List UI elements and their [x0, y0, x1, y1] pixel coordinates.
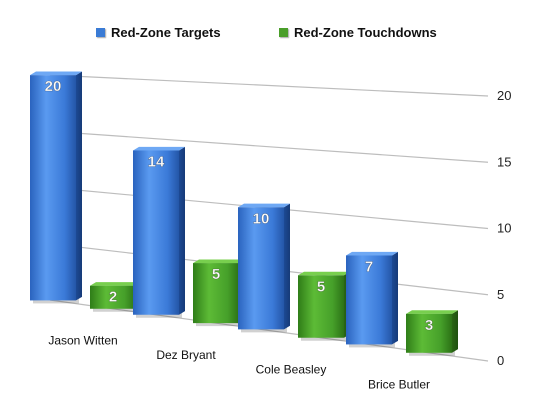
- legend-label-touchdowns: Red-Zone Touchdowns: [294, 24, 437, 40]
- bar-targets-jason-witten: 20: [30, 71, 82, 304]
- gridline-20: [49, 74, 489, 97]
- x-tick-label-jason-witten: Jason Witten: [48, 334, 117, 348]
- data-label-touchdowns-jason-witten: 2: [109, 289, 117, 306]
- x-tick-label-dez-bryant: Dez Bryant: [156, 348, 216, 362]
- legend-item-targets: Red-Zone Targets: [96, 24, 221, 40]
- data-label-touchdowns-brice-butler: 3: [425, 317, 433, 334]
- x-axis-labels: Jason Witten Dez Bryant Cole Beasley Brice …: [48, 334, 430, 392]
- x-tick-label-brice-butler: Brice Butler: [368, 378, 430, 392]
- bars: 20 2 14 5 10 5 7 3: [30, 71, 458, 356]
- data-label-targets-jason-witten: 20: [45, 78, 62, 95]
- bar-touchdowns-brice-butler: 3: [406, 310, 458, 356]
- bar-targets-cole-beasley: 10: [238, 203, 290, 333]
- y-tick-label-15: 15: [497, 154, 511, 169]
- x-tick-label-cole-beasley: Cole Beasley: [256, 363, 327, 377]
- y-tick-label-5: 5: [497, 287, 504, 302]
- y-axis-ticks: 0 5 10 15 20: [497, 88, 511, 368]
- y-tick-label-20: 20: [497, 88, 511, 103]
- bar-touchdowns-cole-beasley: 5: [298, 271, 350, 341]
- y-tick-label-0: 0: [497, 353, 504, 368]
- gridline-15: [49, 130, 489, 163]
- data-label-targets-dez-bryant: 14: [148, 153, 165, 170]
- data-label-targets-brice-butler: 7: [365, 258, 373, 275]
- legend-swatch-targets: [96, 27, 105, 37]
- bar-targets-dez-bryant: 14: [133, 146, 185, 318]
- data-label-targets-cole-beasley: 10: [253, 210, 270, 227]
- data-label-touchdowns-cole-beasley: 5: [317, 278, 325, 295]
- y-tick-label-10: 10: [497, 221, 511, 236]
- bar-targets-brice-butler: 7: [346, 251, 398, 348]
- legend-label-targets: Red-Zone Targets: [111, 24, 221, 40]
- legend-swatch-touchdowns: [279, 27, 288, 37]
- data-label-touchdowns-dez-bryant: 5: [212, 266, 220, 283]
- bar-touchdowns-dez-bryant: 5: [193, 259, 245, 327]
- legend-item-touchdowns: Red-Zone Touchdowns: [279, 24, 437, 40]
